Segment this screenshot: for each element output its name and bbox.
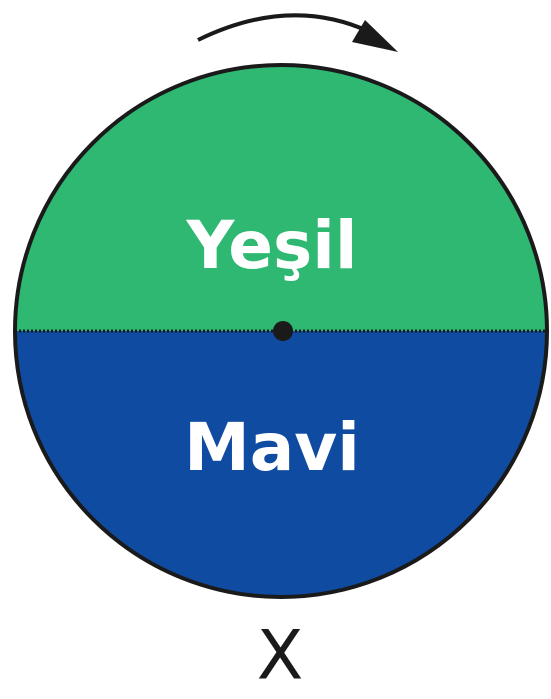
- center-pin: [273, 321, 293, 341]
- arrow-head: [352, 20, 398, 52]
- rotation-arrow: [197, 13, 371, 42]
- spinner-label: X: [257, 617, 304, 696]
- section-bottom: [15, 331, 547, 597]
- section-top: [15, 65, 547, 331]
- spinner-outline: [13, 63, 549, 599]
- section-label: Mavi: [184, 409, 360, 486]
- section-label: Yeşil: [185, 207, 357, 284]
